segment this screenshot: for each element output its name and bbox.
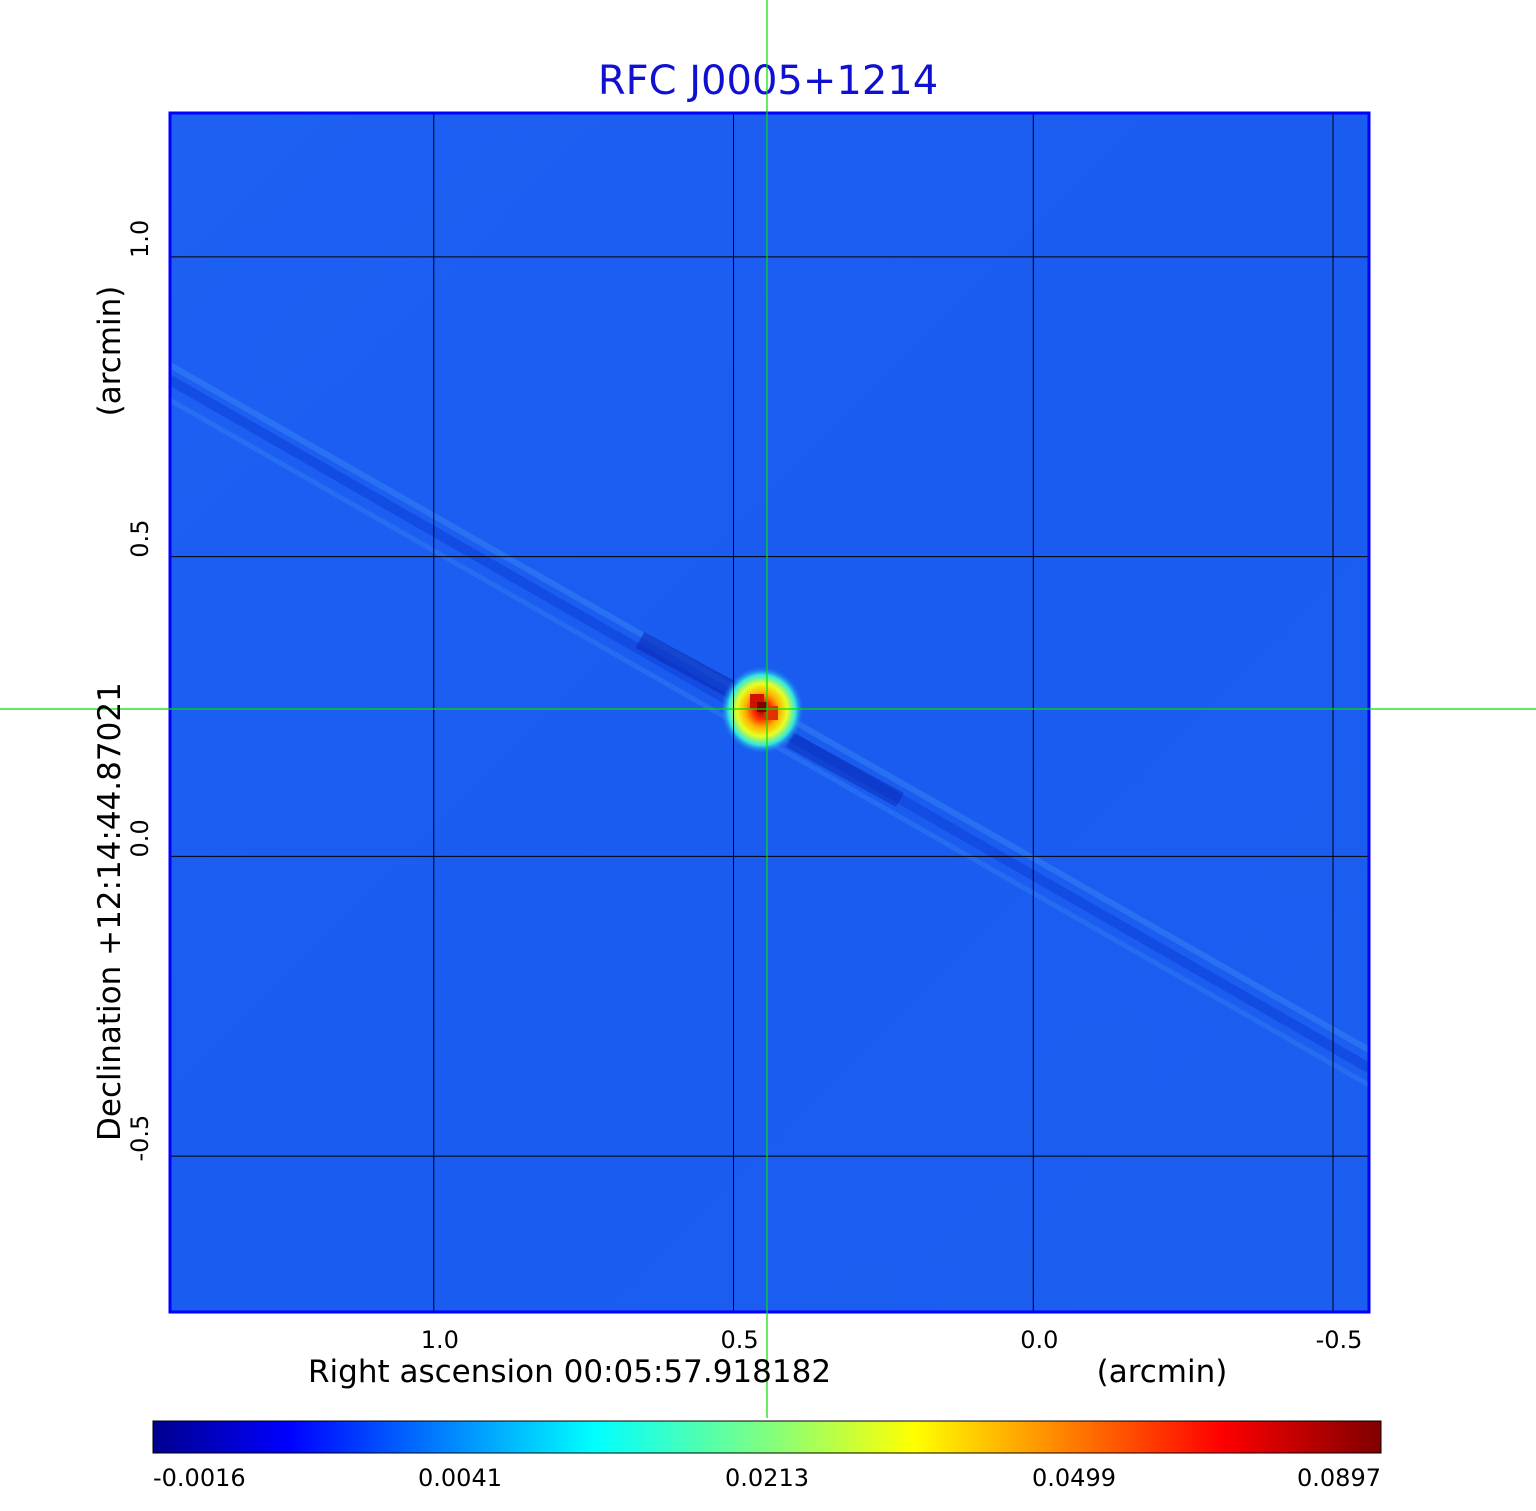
chart-title: RFC J0005+1214 — [598, 58, 938, 104]
y-axis-unit: (arcmin) — [92, 286, 128, 417]
x-tick-label: -0.5 — [1316, 1326, 1363, 1354]
colorbar-tick-label: -0.0016 — [153, 1464, 246, 1492]
y-tick-label: 0.0 — [126, 819, 154, 857]
y-axis-label: Declination +12:14:44.87021 — [92, 682, 128, 1141]
y-tick-label: 0.5 — [126, 520, 154, 558]
plot-area — [168, 111, 1371, 1314]
x-axis-label: Right ascension 00:05:57.918182 — [308, 1354, 831, 1390]
colorbar-tick-label: 0.0897 — [1297, 1464, 1381, 1492]
colorbar: -0.0016 0.0041 0.0213 0.0499 0.0897 — [152, 1420, 1382, 1492]
colorbar-tick-labels: -0.0016 0.0041 0.0213 0.0499 0.0897 — [153, 1464, 1381, 1492]
x-tick-labels: 1.0 0.5 0.0 -0.5 — [421, 1326, 1363, 1354]
colorbar-tick-label: 0.0499 — [1032, 1464, 1116, 1492]
grid-lines — [170, 113, 1369, 1312]
y-tick-label: -0.5 — [126, 1115, 154, 1162]
y-tick-label: 1.0 — [126, 220, 154, 258]
x-axis-unit: (arcmin) — [1097, 1354, 1228, 1390]
crosshair — [0, 0, 1536, 1418]
plot-frame — [168, 111, 1371, 1314]
colorbar-tick-label: 0.0041 — [418, 1464, 502, 1492]
y-tick-labels: 1.0 0.5 0.0 -0.5 — [126, 220, 154, 1162]
source-peak — [720, 666, 804, 754]
x-tick-label: 1.0 — [421, 1326, 459, 1354]
x-tick-label: 0.5 — [720, 1326, 758, 1354]
colorbar-tick-label: 0.0213 — [725, 1464, 809, 1492]
colorbar-gradient — [152, 1420, 1382, 1454]
x-tick-label: 0.0 — [1020, 1326, 1058, 1354]
